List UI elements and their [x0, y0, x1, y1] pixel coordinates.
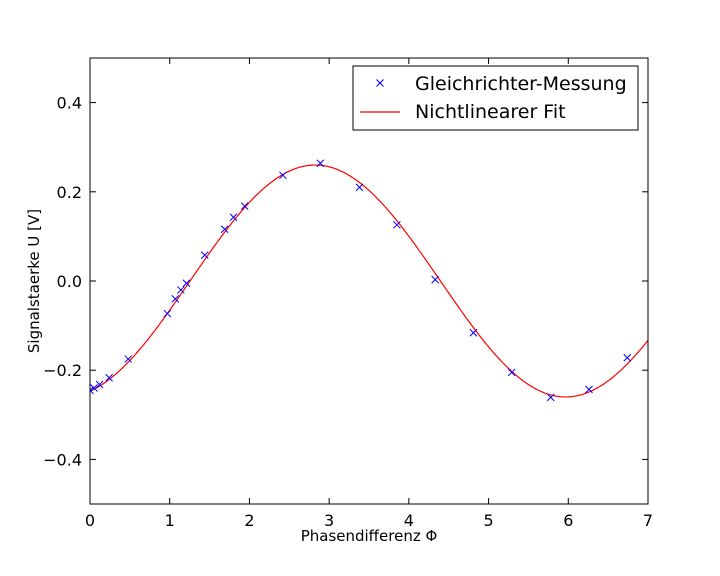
- x-tick-label: 2: [244, 511, 254, 530]
- fit-curve: [90, 164, 648, 398]
- x-tick-label: 6: [563, 511, 573, 530]
- data-point: [105, 373, 113, 382]
- y-tick-label: −0.4: [43, 450, 82, 469]
- x-tick-label: 0: [85, 511, 95, 530]
- data-point: [171, 294, 180, 303]
- data-point: [355, 183, 364, 192]
- y-axis-label: Signalstaerke U [V]: [25, 209, 43, 353]
- data-point: [200, 251, 209, 259]
- data-point: [229, 213, 238, 222]
- y-tick-label: 0.0: [57, 272, 82, 291]
- data-point: [124, 355, 133, 363]
- data-point: [182, 279, 191, 288]
- data-point: [316, 159, 325, 168]
- legend-box: [352, 65, 639, 131]
- x-axis-label: Phasendifferenz Φ: [301, 527, 438, 545]
- data-point: [240, 202, 249, 210]
- y-tick-label: 0.4: [57, 94, 82, 113]
- data-point: [177, 286, 185, 294]
- data-point: [507, 368, 516, 377]
- data-point: [431, 275, 440, 284]
- legend: Gleichrichter-Messung Nichtlinearer Fit: [352, 65, 639, 131]
- legend-label-gleichrichter: Gleichrichter-Messung: [415, 73, 627, 95]
- legend-marker-gleichrichter: [376, 79, 384, 87]
- data-point: [90, 386, 94, 395]
- y-tick-label: 0.2: [57, 183, 82, 202]
- data-point: [90, 384, 98, 392]
- data-point: [220, 225, 229, 234]
- data-point: [623, 353, 632, 362]
- legend-label-fit: Nichtlinearer Fit: [415, 101, 566, 123]
- x-tick-label: 5: [483, 511, 493, 530]
- data-point: [279, 171, 287, 180]
- x-tick-label: 3: [324, 511, 334, 530]
- data-point: [393, 220, 401, 229]
- data-point: [546, 393, 555, 402]
- x-tick-label: 7: [643, 511, 653, 530]
- x-tick-label: 4: [404, 511, 414, 530]
- data-point: [163, 309, 172, 318]
- data-point: [585, 385, 593, 394]
- x-tick-label: 1: [165, 511, 175, 530]
- y-tick-label: −0.2: [43, 361, 82, 380]
- data-point: [469, 328, 478, 337]
- data-point: [95, 380, 104, 389]
